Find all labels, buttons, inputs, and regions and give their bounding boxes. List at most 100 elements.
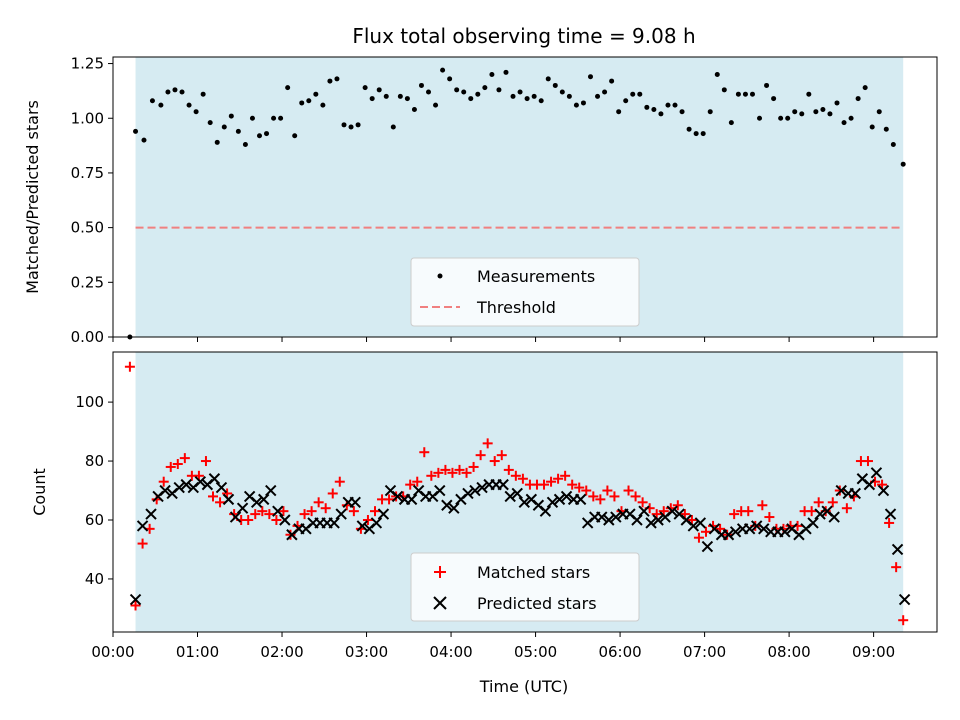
data-point xyxy=(701,540,714,553)
data-point xyxy=(891,543,904,556)
data-point xyxy=(193,109,199,115)
data-point xyxy=(165,89,171,95)
data-point xyxy=(652,514,664,526)
data-point xyxy=(272,505,284,517)
data-point xyxy=(884,517,895,528)
data-point xyxy=(475,450,486,461)
data-point xyxy=(348,506,359,517)
data-point xyxy=(404,96,410,102)
data-point xyxy=(863,478,876,491)
data-point xyxy=(785,115,791,121)
x-tick-label: 00:00 xyxy=(91,643,134,661)
data-point xyxy=(271,515,282,525)
data-point xyxy=(644,104,650,110)
data-point xyxy=(278,115,284,121)
data-point xyxy=(531,93,537,99)
data-point xyxy=(517,89,523,95)
data-point xyxy=(722,529,735,541)
data-point xyxy=(250,496,263,509)
data-point xyxy=(383,93,389,99)
data-point xyxy=(595,93,601,99)
data-point xyxy=(610,511,622,523)
data-point xyxy=(841,120,847,126)
data-point xyxy=(524,96,530,102)
data-point xyxy=(130,600,141,611)
data-point xyxy=(313,91,319,97)
data-point xyxy=(405,479,416,490)
data-point xyxy=(884,508,897,520)
data-point xyxy=(700,131,706,137)
series-measurements xyxy=(127,67,906,340)
data-point xyxy=(454,87,460,93)
data-point xyxy=(849,487,862,500)
data-point xyxy=(264,131,270,137)
data-point xyxy=(186,102,192,108)
data-point xyxy=(145,508,157,520)
data-point xyxy=(900,161,906,167)
data-point xyxy=(129,593,142,606)
data-point xyxy=(778,115,784,121)
data-point xyxy=(631,514,643,526)
data-point xyxy=(447,467,458,478)
data-point xyxy=(256,133,262,139)
data-point xyxy=(560,490,573,503)
x-tick-label: 03:00 xyxy=(345,643,388,661)
data-point xyxy=(285,85,291,91)
data-point xyxy=(834,100,840,106)
data-point xyxy=(180,478,192,491)
data-point xyxy=(208,473,221,485)
data-point xyxy=(137,538,148,549)
y-tick-label: 100 xyxy=(75,393,104,411)
data-point xyxy=(609,78,615,84)
data-point xyxy=(440,67,446,73)
data-point xyxy=(215,497,226,508)
data-point xyxy=(306,98,312,104)
data-point xyxy=(306,506,317,517)
data-point xyxy=(862,456,873,467)
data-point xyxy=(207,120,213,126)
data-point xyxy=(693,532,704,543)
data-point xyxy=(334,476,345,487)
data-point xyxy=(799,111,805,117)
data-point xyxy=(228,113,234,119)
y-tick-label: 40 xyxy=(85,570,104,588)
data-point xyxy=(687,520,700,532)
data-point xyxy=(503,464,514,475)
data-point xyxy=(397,93,403,99)
data-point xyxy=(869,124,875,130)
data-point xyxy=(848,115,854,121)
data-point xyxy=(630,91,636,97)
data-point xyxy=(124,361,135,372)
data-point xyxy=(574,482,585,493)
data-point xyxy=(742,91,748,97)
legend-label-matched-stars: Matched stars xyxy=(477,563,590,582)
data-point xyxy=(200,91,206,97)
data-point xyxy=(482,85,488,91)
legend-marker-measurements xyxy=(437,273,443,279)
data-point xyxy=(419,447,430,458)
data-point xyxy=(258,493,270,506)
data-point xyxy=(165,461,176,472)
y-tick-label: 0.75 xyxy=(71,164,104,182)
x-tick-label: 02:00 xyxy=(260,643,303,661)
data-point xyxy=(497,478,509,491)
data-point xyxy=(133,128,139,134)
data-point xyxy=(482,438,493,449)
x-tick-label: 04:00 xyxy=(429,643,472,661)
data-point xyxy=(504,490,516,503)
data-point xyxy=(489,72,495,77)
data-point xyxy=(870,467,883,479)
data-point xyxy=(369,506,380,517)
data-point xyxy=(362,85,368,91)
data-point xyxy=(539,505,552,517)
data-point xyxy=(462,487,474,500)
data-point xyxy=(862,85,868,91)
data-point xyxy=(299,100,305,106)
data-point xyxy=(743,523,756,535)
data-point xyxy=(672,102,678,108)
data-point xyxy=(638,505,650,517)
data-point xyxy=(328,517,340,529)
data-point xyxy=(348,124,354,130)
data-point xyxy=(489,456,500,467)
data-point xyxy=(264,509,275,520)
